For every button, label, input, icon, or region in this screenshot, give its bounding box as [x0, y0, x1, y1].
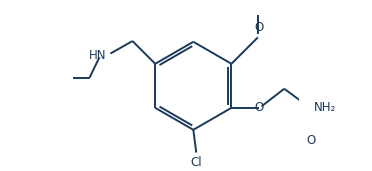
- Text: O: O: [254, 21, 263, 34]
- Text: O: O: [255, 101, 264, 114]
- Text: NH₂: NH₂: [314, 101, 336, 114]
- Text: O: O: [307, 134, 316, 147]
- Text: HN: HN: [89, 49, 106, 62]
- Text: Cl: Cl: [190, 156, 202, 169]
